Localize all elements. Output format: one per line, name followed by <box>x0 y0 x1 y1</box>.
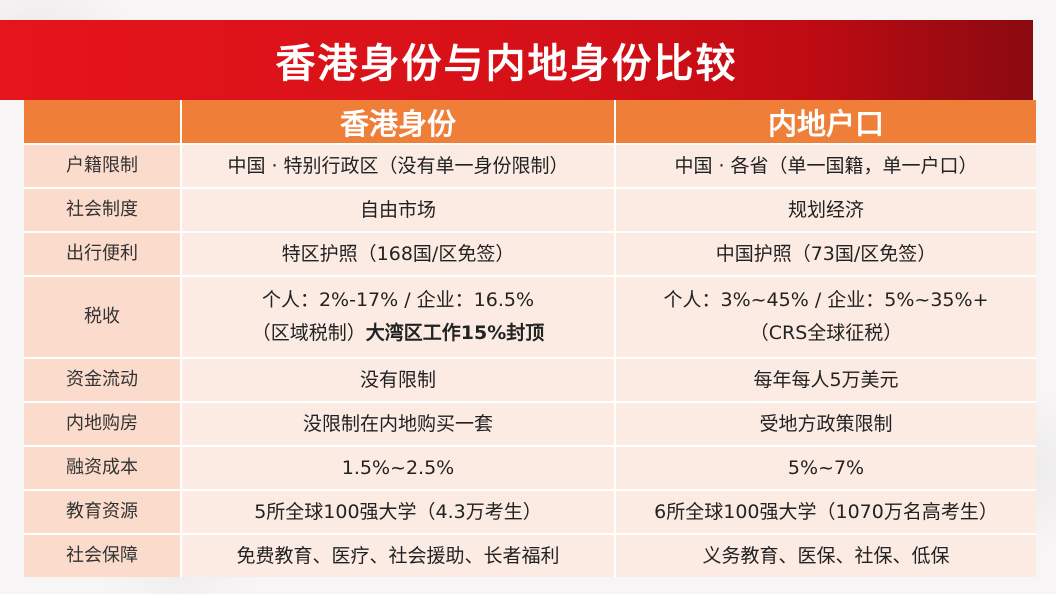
mainland-cell: 规划经济 <box>615 188 1036 233</box>
row-label: 内地购房 <box>24 402 182 447</box>
hk-tax-rates: 个人：2%-17% / 企业：16.5% <box>261 289 535 312</box>
hk-cell: 特区护照（168国/区免签） <box>181 232 616 277</box>
comparison-table: 香港身份 内地户口 户籍限制 中国 · 特别行政区（没有单一身份限制） 中国 ·… <box>24 100 1036 577</box>
row-label: 教育资源 <box>24 490 182 535</box>
hk-cell: 免费教育、医疗、社会援助、长者福利 <box>181 534 616 577</box>
hk-tax-regime: （区域税制） <box>251 322 366 344</box>
gba-tax-cap: 大湾区工作15%封顶 <box>365 322 545 344</box>
header-mainland-hukou: 内地户口 <box>615 100 1036 145</box>
mainland-cell: 6所全球100强大学（1070万名高考生） <box>615 490 1036 535</box>
hk-cell: 没有限制 <box>181 358 616 403</box>
title-banner: 香港身份与内地身份比较 <box>0 20 1033 100</box>
row-label: 出行便利 <box>24 232 182 277</box>
header-hk-identity: 香港身份 <box>181 100 616 145</box>
mainland-tax-note: （CRS全球征税） <box>749 322 903 344</box>
mainland-cell: 中国 · 各省（单一国籍，单一户口） <box>615 144 1036 189</box>
table-row-social-system: 社会制度 自由市场 规划经济 <box>24 188 1036 233</box>
table-row-social-security: 社会保障 免费教育、医疗、社会援助、长者福利 义务教育、医保、社保、低保 <box>24 534 1036 577</box>
row-label: 户籍限制 <box>24 144 182 189</box>
mainland-cell: 中国护照（73国/区免签） <box>615 232 1036 277</box>
header-corner <box>24 100 182 145</box>
mainland-cell: 义务教育、医保、社保、低保 <box>615 534 1036 577</box>
table-row-household-restriction: 户籍限制 中国 · 特别行政区（没有单一身份限制） 中国 · 各省（单一国籍，单… <box>24 144 1036 189</box>
table-row-financing-cost: 融资成本 1.5%~2.5% 5%~7% <box>24 446 1036 491</box>
table-header-row: 香港身份 内地户口 <box>24 100 1036 145</box>
mainland-cell: 5%~7% <box>615 446 1036 491</box>
table-row-property-purchase: 内地购房 没限制在内地购买一套 受地方政策限制 <box>24 402 1036 447</box>
hk-cell: 自由市场 <box>181 188 616 233</box>
table-row-travel: 出行便利 特区护照（168国/区免签） 中国护照（73国/区免签） <box>24 232 1036 277</box>
hk-tax-note: （区域税制）大湾区工作15%封顶 <box>182 322 614 345</box>
row-label: 融资成本 <box>24 446 182 491</box>
mainland-cell: 个人：3%~45% / 企业：5%~35%+ （CRS全球征税） <box>615 276 1036 359</box>
hk-cell: 5所全球100强大学（4.3万考生） <box>181 490 616 535</box>
hk-cell: 中国 · 特别行政区（没有单一身份限制） <box>181 144 616 189</box>
row-label: 社会保障 <box>24 534 182 577</box>
table-row-education: 教育资源 5所全球100强大学（4.3万考生） 6所全球100强大学（1070万… <box>24 490 1036 535</box>
mainland-cell: 受地方政策限制 <box>615 402 1036 447</box>
hk-cell: 1.5%~2.5% <box>181 446 616 491</box>
hk-cell: 个人：2%-17% / 企业：16.5% （区域税制）大湾区工作15%封顶 <box>181 276 616 359</box>
table-row-capital-flow: 资金流动 没有限制 每年每人5万美元 <box>24 358 1036 403</box>
mainland-cell: 每年每人5万美元 <box>615 358 1036 403</box>
mainland-tax-rates: 个人：3%~45% / 企业：5%~35%+ <box>663 289 989 312</box>
hk-cell: 没限制在内地购买一套 <box>181 402 616 447</box>
row-label: 税收 <box>24 276 182 359</box>
row-label: 社会制度 <box>24 188 182 233</box>
comparison-table-container: 香港身份 内地户口 户籍限制 中国 · 特别行政区（没有单一身份限制） 中国 ·… <box>24 100 1036 577</box>
row-label: 资金流动 <box>24 358 182 403</box>
table-row-tax: 税收 个人：2%-17% / 企业：16.5% （区域税制）大湾区工作15%封顶… <box>24 276 1036 359</box>
page-title: 香港身份与内地身份比较 <box>275 41 738 87</box>
